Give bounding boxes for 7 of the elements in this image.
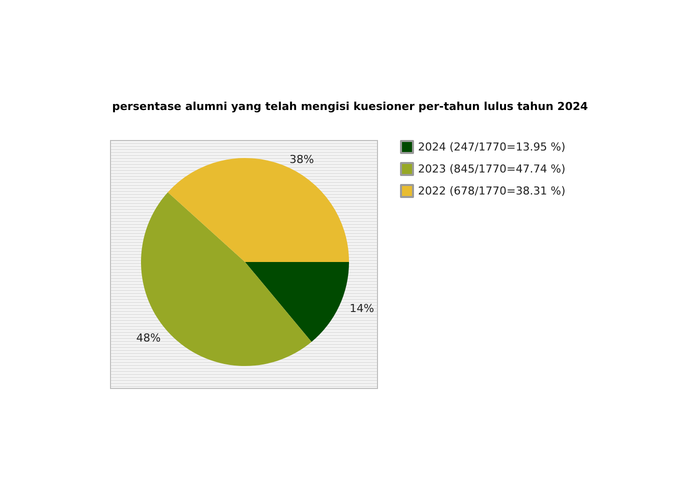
legend-label: 2022 (678/1770=38.31 %) [418, 184, 566, 198]
chart-title: persentase alumni yang telah mengisi kuesioner per-tahun lulus tahun 2024 [112, 100, 588, 113]
data-label: 38% [289, 152, 314, 166]
data-label: 14% [350, 302, 374, 316]
data-label: 48% [136, 332, 161, 345]
legend-label: 2024 (247/1770=13.95 %) [418, 140, 566, 154]
legend-label: 2023 (845/1770=47.74 %) [418, 162, 566, 176]
